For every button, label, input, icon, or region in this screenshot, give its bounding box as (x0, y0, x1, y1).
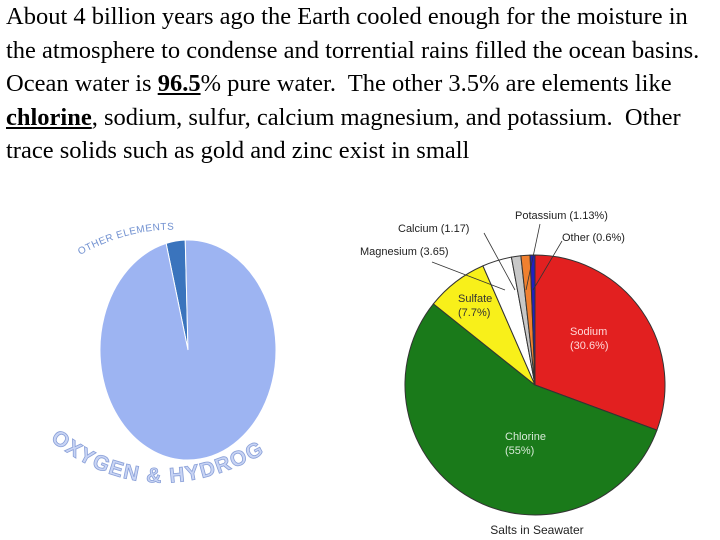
pie-slice (99, 239, 277, 461)
category: Potassium (515, 210, 566, 222)
text-run: About 4 billion years ago the Earth cool… (6, 3, 712, 97)
emphasis: 96.5 (157, 70, 201, 97)
chart-title: Salts in Seawater (490, 523, 583, 537)
leader-line (525, 223, 541, 291)
pie-label: Magnesium (3.65) (360, 246, 449, 258)
pie-label: Sulfate (458, 293, 492, 305)
category: Other (562, 232, 590, 244)
pie-label: Other (0.6%) (562, 232, 625, 244)
value-label: (3.65) (420, 246, 449, 258)
text-run: , sodium, sulfur, calcium magnesium, and… (6, 103, 687, 165)
text-run: % pure water. The other 3.5% are element… (200, 70, 678, 97)
pie-slice (529, 254, 536, 386)
value-label: (7.7%) (458, 307, 490, 319)
leader-line (431, 261, 506, 291)
leader-line (532, 240, 563, 291)
pie-label: Sodium (570, 326, 607, 338)
value-label: (1.17) (441, 223, 470, 235)
pie-label: Calcium (1.17) (398, 223, 469, 235)
category: Calcium (398, 223, 438, 235)
pie-slice (404, 303, 658, 516)
value-label: (55%) (505, 445, 534, 457)
emphasis: chlorine (6, 103, 92, 131)
pie-label: Potassium (1.13%) (515, 210, 608, 222)
paragraph: About 4 billion years ago the Earth cool… (6, 0, 718, 168)
pie-label: Chlorine (505, 431, 546, 443)
category: Magnesium (360, 246, 417, 258)
value-label: (30.6%) (570, 340, 609, 352)
value-label: (0.6%) (593, 232, 625, 244)
leader-line (483, 232, 516, 291)
value-label: (1.13%) (569, 210, 608, 222)
pie-slice (534, 254, 666, 431)
